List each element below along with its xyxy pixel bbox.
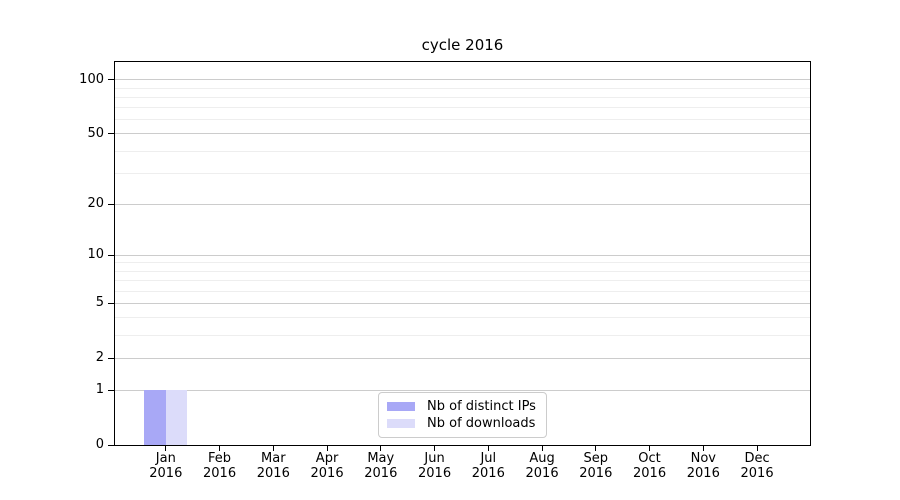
x-tick-label: Sep 2016	[556, 451, 636, 481]
y-tick-mark	[108, 203, 114, 205]
y-tick-label: 5	[95, 295, 104, 311]
gridline-major	[115, 133, 810, 135]
x-tick-year: 2016	[579, 466, 613, 481]
y-tick-label: 0	[95, 437, 104, 452]
x-tick-month: Feb	[208, 451, 232, 466]
x-tick-month: Oct	[638, 451, 661, 466]
x-tick-year: 2016	[740, 466, 774, 481]
y-tick-label: 2	[95, 350, 104, 366]
x-tick-mark	[541, 446, 543, 451]
x-tick-mark	[165, 446, 167, 451]
x-tick-mark	[487, 446, 489, 451]
x-tick-month: May	[367, 451, 395, 466]
gridline-major	[115, 203, 810, 205]
gridline-major	[115, 302, 810, 304]
y-tick-mark	[108, 302, 114, 304]
y-tick-label: 10	[87, 247, 104, 263]
x-tick-label: Dec 2016	[717, 451, 797, 481]
x-tick-mark	[434, 446, 436, 451]
x-tick-month: Dec	[744, 451, 770, 466]
x-tick-mark	[595, 446, 597, 451]
x-tick-month: Mar	[261, 451, 286, 466]
x-tick-mark	[272, 446, 274, 451]
gridline-minor	[115, 150, 810, 152]
gridline-minor	[115, 317, 810, 319]
gridline-minor	[115, 107, 810, 109]
x-tick-year: 2016	[310, 466, 344, 481]
bar-distinct-ips	[144, 390, 166, 445]
legend-label-distinct-ips: Nb of distinct IPs	[427, 399, 536, 414]
y-tick-mark	[108, 357, 114, 359]
legend-item-downloads: Nb of downloads	[387, 415, 546, 432]
x-tick-year: 2016	[686, 466, 720, 481]
y-tick-mark	[108, 254, 114, 256]
x-tick-year: 2016	[418, 466, 452, 481]
gridline-minor	[115, 290, 810, 292]
bar-downloads	[165, 390, 188, 445]
legend-item-distinct-ips: Nb of distinct IPs	[387, 398, 546, 415]
y-tick-mark	[108, 133, 114, 135]
x-tick-label: Apr 2016	[287, 451, 367, 481]
gridline-minor	[115, 172, 810, 174]
gridline-minor	[115, 87, 810, 89]
legend-swatch-distinct-ips	[387, 402, 415, 411]
gridline-minor	[115, 270, 810, 272]
x-tick-label: Jun 2016	[395, 451, 475, 481]
gridline-minor	[115, 334, 810, 336]
x-tick-month: Nov	[690, 451, 716, 466]
gridline-minor	[115, 279, 810, 281]
x-tick-label: Jan 2016	[126, 451, 206, 481]
gridline-minor	[115, 96, 810, 98]
x-tick-label: Feb 2016	[180, 451, 260, 481]
x-tick-label: Mar 2016	[233, 451, 313, 481]
y-tick-label: 100	[79, 71, 104, 87]
y-tick-label: 1	[95, 382, 104, 398]
x-tick-year: 2016	[149, 466, 183, 481]
gridline-minor	[115, 262, 810, 264]
x-tick-label: Nov 2016	[663, 451, 743, 481]
x-tick-year: 2016	[203, 466, 237, 481]
plot-area	[114, 61, 811, 446]
chart-title: cycle 2016	[421, 36, 504, 54]
legend: Nb of distinct IPs Nb of downloads	[378, 392, 547, 438]
gridline-major	[115, 254, 810, 256]
y-tick-mark	[108, 79, 114, 81]
x-tick-mark	[380, 446, 382, 451]
x-tick-month: Apr	[315, 451, 339, 466]
y-tick-mark	[108, 389, 114, 391]
gridline-major	[115, 389, 810, 391]
x-tick-mark	[326, 446, 328, 451]
gridline-minor	[115, 119, 810, 121]
legend-label-downloads: Nb of downloads	[427, 416, 536, 431]
y-tick-mark	[108, 444, 114, 446]
x-tick-month: Jul	[480, 451, 497, 466]
x-tick-mark	[702, 446, 704, 451]
x-tick-year: 2016	[256, 466, 290, 481]
x-tick-label: Oct 2016	[610, 451, 690, 481]
x-tick-mark	[649, 446, 651, 451]
legend-swatch-downloads	[387, 419, 415, 428]
gridline-major	[115, 357, 810, 359]
x-tick-label: May 2016	[341, 451, 421, 481]
x-tick-year: 2016	[525, 466, 559, 481]
x-tick-label: Jul 2016	[448, 451, 528, 481]
x-tick-year: 2016	[633, 466, 667, 481]
x-tick-month: Aug	[529, 451, 555, 466]
x-tick-mark	[219, 446, 221, 451]
x-tick-month: Jan	[155, 451, 176, 466]
x-tick-label: Aug 2016	[502, 451, 582, 481]
gridline-major	[115, 79, 810, 81]
y-tick-label: 20	[87, 196, 104, 212]
x-tick-year: 2016	[364, 466, 398, 481]
x-tick-month: Jun	[424, 451, 445, 466]
x-tick-year: 2016	[471, 466, 505, 481]
x-tick-mark	[756, 446, 758, 451]
y-tick-label: 50	[87, 125, 104, 141]
x-tick-month: Sep	[583, 451, 609, 466]
